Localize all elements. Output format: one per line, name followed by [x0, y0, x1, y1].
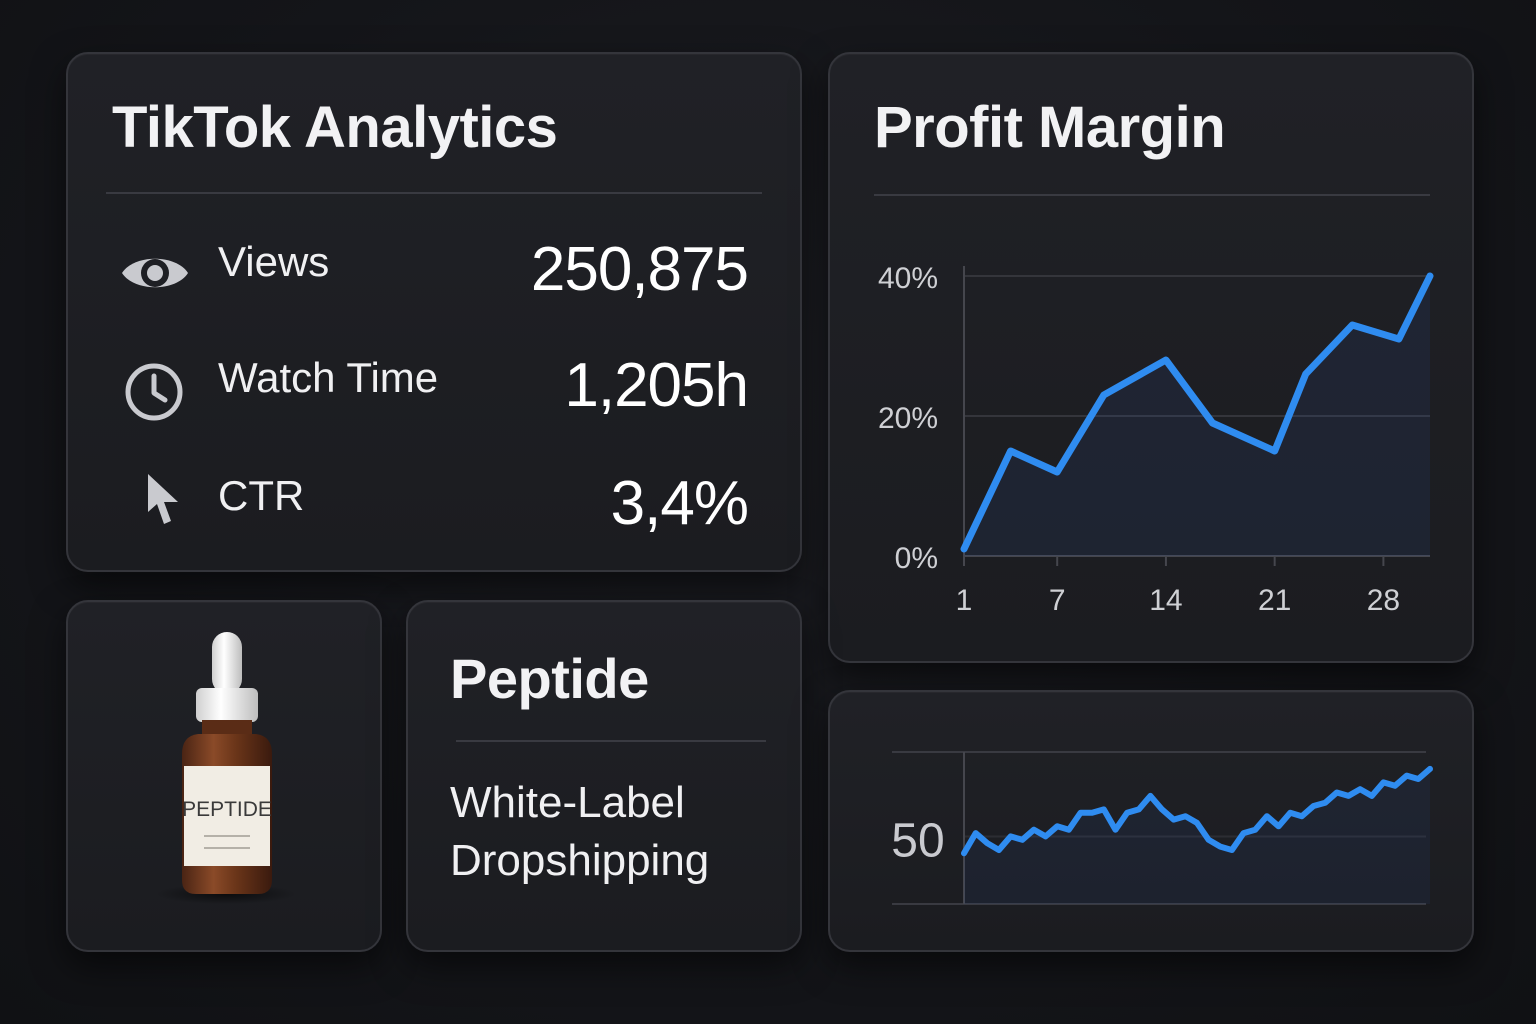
- views-value: 250,875: [530, 235, 749, 304]
- y-tick-label: 0%: [895, 542, 938, 575]
- ctr-value: 3,4%: [610, 469, 749, 538]
- divider: [106, 192, 762, 194]
- x-tick-label: 7: [1049, 584, 1066, 617]
- watch-time-label: Watch Time: [218, 354, 439, 401]
- y-tick-label: 50: [891, 814, 944, 867]
- area-fill: [964, 276, 1430, 556]
- profit-margin-card: Profit Margin 0% 20% 40% 1 7 14 21 28: [828, 52, 1474, 663]
- product-image-card: PEPTIDE: [66, 600, 382, 952]
- tiktok-analytics-title: TikTok Analytics: [112, 95, 558, 160]
- mini-line-chart: 50: [891, 751, 1433, 905]
- dropper-bottle-icon: PEPTIDE: [156, 632, 296, 904]
- profit-margin-title: Profit Margin: [874, 95, 1226, 160]
- bottle-label: PEPTIDE: [182, 798, 272, 821]
- x-tick-label: 28: [1367, 584, 1400, 617]
- mini-chart-card: 50: [828, 690, 1474, 952]
- tiktok-analytics-card: TikTok Analytics Views 250,875 Watch Tim…: [66, 52, 802, 572]
- divider: [874, 194, 1430, 196]
- y-tick-label: 40%: [878, 262, 938, 295]
- peptide-card: Peptide White-Label Dropshipping: [406, 600, 802, 952]
- views-label: Views: [218, 238, 330, 285]
- ctr-label: CTR: [218, 472, 305, 519]
- area-fill: [964, 768, 1430, 904]
- x-tick-label: 1: [956, 584, 973, 617]
- x-tick-label: 14: [1149, 584, 1182, 617]
- peptide-description: White-Label Dropshipping: [450, 778, 710, 885]
- y-tick-label: 20%: [878, 402, 938, 435]
- x-tick-label: 21: [1258, 584, 1291, 617]
- profit-margin-chart: 0% 20% 40% 1 7 14 21 28: [878, 262, 1434, 617]
- cursor-icon: [144, 472, 184, 530]
- divider: [456, 740, 766, 742]
- peptide-title: Peptide: [450, 647, 649, 710]
- eye-icon: [120, 248, 190, 298]
- clock-icon: [124, 362, 184, 422]
- watch-time-value: 1,205h: [564, 351, 749, 420]
- series-line: [961, 765, 1433, 857]
